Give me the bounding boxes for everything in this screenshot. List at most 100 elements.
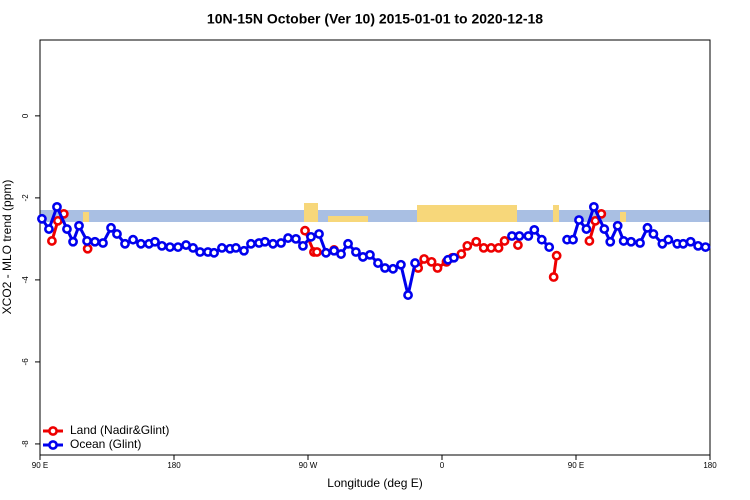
data-point (321, 247, 331, 258)
data-point (52, 202, 62, 212)
data-point (574, 215, 584, 225)
data-point (195, 247, 205, 257)
data-point (581, 224, 592, 234)
data-point (314, 229, 324, 239)
data-point (47, 236, 57, 246)
data-point (268, 238, 278, 249)
data-point (626, 236, 636, 247)
data-point (536, 234, 547, 245)
data-point (449, 252, 459, 263)
data-point (548, 272, 559, 282)
data-point (209, 247, 219, 258)
y-axis-label: XCO2 - MLO trend (ppm) (0, 180, 14, 315)
x-tick-label: 0 (440, 461, 445, 470)
data-point (373, 258, 383, 268)
data-point (300, 225, 310, 236)
data-point (486, 243, 497, 253)
map-strip (40, 203, 710, 222)
data-point (365, 249, 375, 260)
data-point (343, 238, 353, 249)
data-point (471, 236, 482, 247)
data-point (426, 256, 437, 267)
data-point (298, 240, 308, 251)
data-point (663, 234, 674, 245)
data-point (52, 215, 63, 226)
data-point (419, 254, 430, 264)
data-point (44, 224, 54, 234)
x-tick-label: 180 (167, 461, 181, 470)
data-point (568, 234, 578, 245)
data-point (351, 247, 361, 257)
data-point (523, 231, 534, 241)
data-point (165, 242, 175, 252)
data-point (82, 243, 93, 254)
data-point (648, 229, 659, 239)
data-point (136, 238, 146, 249)
data-point (106, 222, 116, 233)
data-point (336, 249, 346, 259)
data-point (685, 236, 696, 247)
legend-marker (48, 426, 58, 436)
data-point (499, 236, 510, 246)
y-tick-label: -8 (21, 440, 30, 448)
data-point (388, 263, 398, 274)
data-point (462, 240, 473, 251)
data-point (529, 224, 540, 235)
legend-label: Ocean (Glint) (70, 437, 141, 451)
data-point (260, 236, 270, 247)
data-point (231, 243, 241, 253)
x-tick-label: 90 E (32, 461, 48, 470)
x-tick-label: 180 (703, 461, 717, 470)
data-point (62, 224, 72, 234)
chart-title: 10N-15N October (Ver 10) 2015-01-01 to 2… (207, 11, 543, 27)
x-tick-label: 90 W (299, 461, 318, 470)
data-point (188, 243, 198, 253)
data-point (507, 231, 517, 241)
data-point (642, 222, 653, 233)
y-tick-label: 0 (21, 113, 30, 118)
data-point (478, 243, 489, 253)
data-point (456, 249, 467, 259)
data-point (82, 236, 92, 246)
y-tick-label: -4 (21, 276, 30, 284)
legend-label: Land (Nadir&Glint) (70, 423, 169, 437)
data-point (396, 259, 406, 270)
data-point (312, 247, 322, 257)
data-point (173, 242, 183, 252)
legend-marker (48, 440, 58, 450)
data-point (120, 238, 130, 249)
data-point (150, 236, 160, 247)
data-point (239, 245, 249, 256)
data-point (584, 236, 595, 246)
data-point (217, 243, 227, 253)
data-point (605, 236, 616, 247)
data-point (291, 233, 301, 244)
data-point (693, 240, 703, 251)
data-point (700, 242, 711, 252)
data-point (551, 250, 562, 261)
y-tick-label: -2 (21, 194, 30, 202)
data-point (612, 220, 623, 231)
data-point (276, 238, 286, 248)
data-point (410, 258, 420, 268)
data-point (246, 238, 256, 249)
data-point (37, 213, 47, 224)
data-point (90, 236, 100, 247)
data-point (380, 263, 390, 273)
data-point (493, 243, 504, 253)
data-point (74, 220, 84, 231)
data-point (306, 231, 316, 242)
x-tick-label: 90 E (568, 461, 584, 470)
data-point (514, 231, 525, 241)
data-point (513, 240, 523, 250)
x-axis-label: Longitude (deg E) (327, 476, 422, 490)
data-point (128, 234, 138, 245)
data-point (635, 238, 645, 248)
data-point (544, 242, 555, 252)
data-point (403, 290, 413, 300)
data-point (588, 202, 599, 212)
data-point (98, 238, 108, 248)
data-point (283, 233, 293, 243)
data-point (618, 236, 629, 246)
